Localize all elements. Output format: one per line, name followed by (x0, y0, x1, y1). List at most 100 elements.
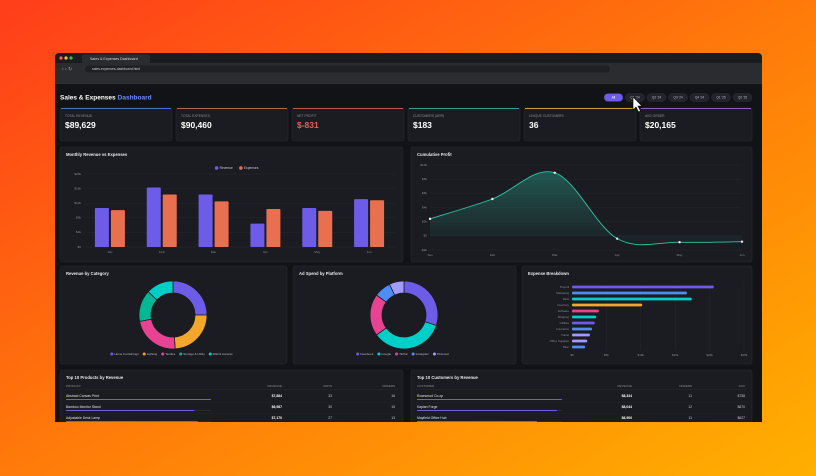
x-tick-label: Jun (740, 253, 745, 257)
card (59, 146, 404, 263)
legend-swatch (432, 352, 436, 356)
x-tick-label: Apr (263, 250, 268, 254)
kpi-value: 36 (529, 120, 539, 130)
chart-title: Revenue by Category (66, 271, 109, 276)
legend-swatch (110, 352, 114, 356)
card (410, 369, 753, 422)
cell: 12 (688, 405, 692, 409)
y-tick-label: -$2k (421, 248, 427, 252)
x-tick-label: $10k (638, 353, 645, 357)
point (616, 237, 619, 240)
y-tick-label: Marketing (556, 291, 569, 295)
legend-label: Storage & Utility (183, 352, 205, 356)
card (59, 369, 404, 422)
x-tick-label: $5k (604, 353, 609, 357)
table-title: Top 10 Products by Revenue (66, 375, 124, 380)
filter-button[interactable] (689, 93, 710, 102)
y-tick-label: $12k (74, 201, 81, 205)
column-header: UNITS (323, 384, 332, 388)
legend: Home Furnishings Lighting Textiles Storage … (110, 352, 233, 356)
cell: Kaplan Forge (417, 405, 437, 409)
y-tick-label: $4k (76, 230, 81, 234)
filter-button[interactable] (646, 93, 667, 102)
filter-button[interactable] (668, 93, 688, 102)
x-tick-label: Jan (107, 250, 112, 254)
column-header: PRODUCT (66, 384, 81, 388)
bar (266, 209, 281, 247)
bar (250, 223, 265, 247)
table-title: Top 10 Customers by Revenue (417, 375, 479, 380)
minimize-button[interactable] (64, 56, 68, 60)
filter-label: Q4 '24 (695, 96, 705, 100)
bar (572, 303, 643, 307)
y-tick-label: $8k (422, 177, 427, 181)
cell: $7,884 (272, 394, 282, 398)
x-tick-label: Mar (552, 253, 557, 257)
y-tick-label: Payroll (560, 285, 569, 289)
point (678, 241, 681, 244)
nav-buttons[interactable]: ‹ › ↻ (62, 66, 72, 72)
card (292, 265, 517, 365)
filter-label: Q1 '25 (716, 96, 726, 100)
bar (354, 199, 369, 247)
revenue-bar (417, 399, 562, 400)
card-accent (177, 108, 287, 109)
y-tick-label: $0 (424, 234, 428, 238)
cell: 13 (391, 416, 395, 420)
close-button[interactable] (59, 56, 63, 60)
legend-label: Wall & Accents (213, 352, 233, 356)
bar (198, 194, 213, 247)
cell: $627 (737, 416, 745, 420)
filter-label: All (612, 96, 616, 100)
x-tick-label: Apr (615, 253, 620, 257)
bar (572, 333, 590, 337)
legend-swatch (142, 352, 146, 356)
legend-label: Revenue (220, 166, 233, 170)
browser-tab[interactable] (82, 54, 150, 64)
cell: $6,987 (272, 405, 282, 409)
legend-swatch (161, 352, 165, 356)
x-tick-label: Feb (159, 250, 165, 254)
dashboard-title-accent: Dashboard (118, 95, 152, 102)
cell: $670 (737, 405, 745, 409)
y-tick-label: $8k (76, 216, 81, 220)
bar (572, 297, 692, 301)
legend-swatch (411, 352, 415, 356)
bar (214, 201, 229, 247)
legend-swatch (214, 166, 219, 170)
legend-label: Lighting (147, 352, 158, 356)
x-tick-label: $15k (672, 353, 679, 357)
dashboard-title: Sales & Expenses (60, 95, 116, 102)
column-header: ORDERS (679, 384, 692, 388)
filter-button[interactable] (732, 93, 753, 102)
address-bar[interactable] (85, 65, 610, 73)
y-tick-label: $16k (74, 186, 81, 190)
x-tick-label: Feb (490, 253, 496, 257)
legend-swatch (208, 352, 212, 356)
kpi-value: $89,629 (65, 120, 96, 130)
legend-label: Pinterest (437, 352, 449, 356)
y-tick-label: $10k (420, 163, 427, 167)
column-header: REVENUE (617, 384, 632, 388)
chart-title: Cumulative Profit (417, 152, 452, 157)
maximize-button[interactable] (69, 56, 73, 60)
cell: 27 (328, 416, 332, 420)
filter-button[interactable] (711, 93, 731, 102)
legend-label: Textiles (165, 352, 176, 356)
dashboard: Sales & Expenses Dashboard All Q1 '24 Q2 '24… (59, 93, 753, 422)
bar (572, 285, 714, 289)
kpi-label: AVG ORDER (645, 114, 665, 118)
legend: Facebook Google TikTok Instagram Pinterest (356, 352, 449, 356)
y-tick-label: $20k (74, 172, 81, 176)
y-tick-label: Misc (563, 345, 569, 349)
x-tick-label: $20k (706, 353, 713, 357)
x-tick-label: Mar (211, 250, 216, 254)
filter-button[interactable] (603, 93, 624, 102)
bar (572, 327, 592, 331)
cell: $758 (737, 394, 745, 398)
chart-title: Monthly Revenue vs Expenses (66, 152, 128, 157)
y-tick-label: Shipping (558, 315, 570, 319)
y-tick-label: Utilities (560, 321, 570, 325)
bar (572, 291, 687, 295)
cell: $7,170 (272, 416, 282, 420)
